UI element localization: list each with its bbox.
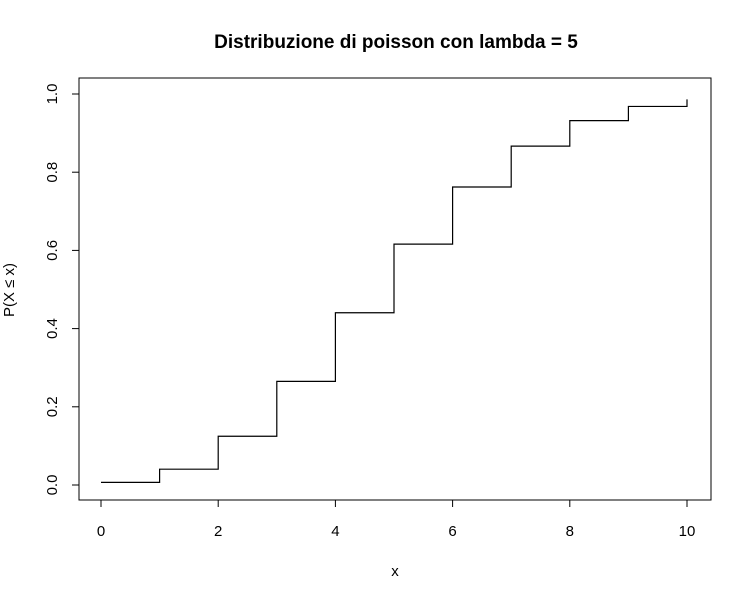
step-line-series-0 [101, 99, 688, 483]
x-tick-label: 0 [97, 523, 105, 540]
x-tick-label: 2 [214, 523, 222, 540]
plot-frame [78, 77, 712, 501]
x-tick-label: 8 [566, 523, 574, 540]
x-axis-label: x [391, 563, 399, 580]
y-tick-label: 0.0 [44, 475, 61, 496]
x-tick-label: 10 [679, 523, 696, 540]
y-tick-label: 0.2 [44, 396, 61, 417]
x-tick-label: 6 [448, 523, 456, 540]
x-tick-label: 4 [331, 523, 339, 540]
series-group [101, 99, 688, 483]
y-tick-label: 0.4 [44, 318, 61, 339]
x-axis: 0 2 4 6 8 10 [97, 499, 696, 540]
y-axis-label: P(X ≤ x) [1, 263, 18, 317]
y-tick-label: 0.6 [44, 240, 61, 261]
chart-title: Distribuzione di poisson con lambda = 5 [214, 32, 578, 53]
y-tick-label: 0.8 [44, 162, 61, 183]
y-axis: 0.0 0.2 0.4 0.6 0.8 1.0 [44, 84, 80, 496]
y-tick-label: 1.0 [44, 84, 61, 105]
